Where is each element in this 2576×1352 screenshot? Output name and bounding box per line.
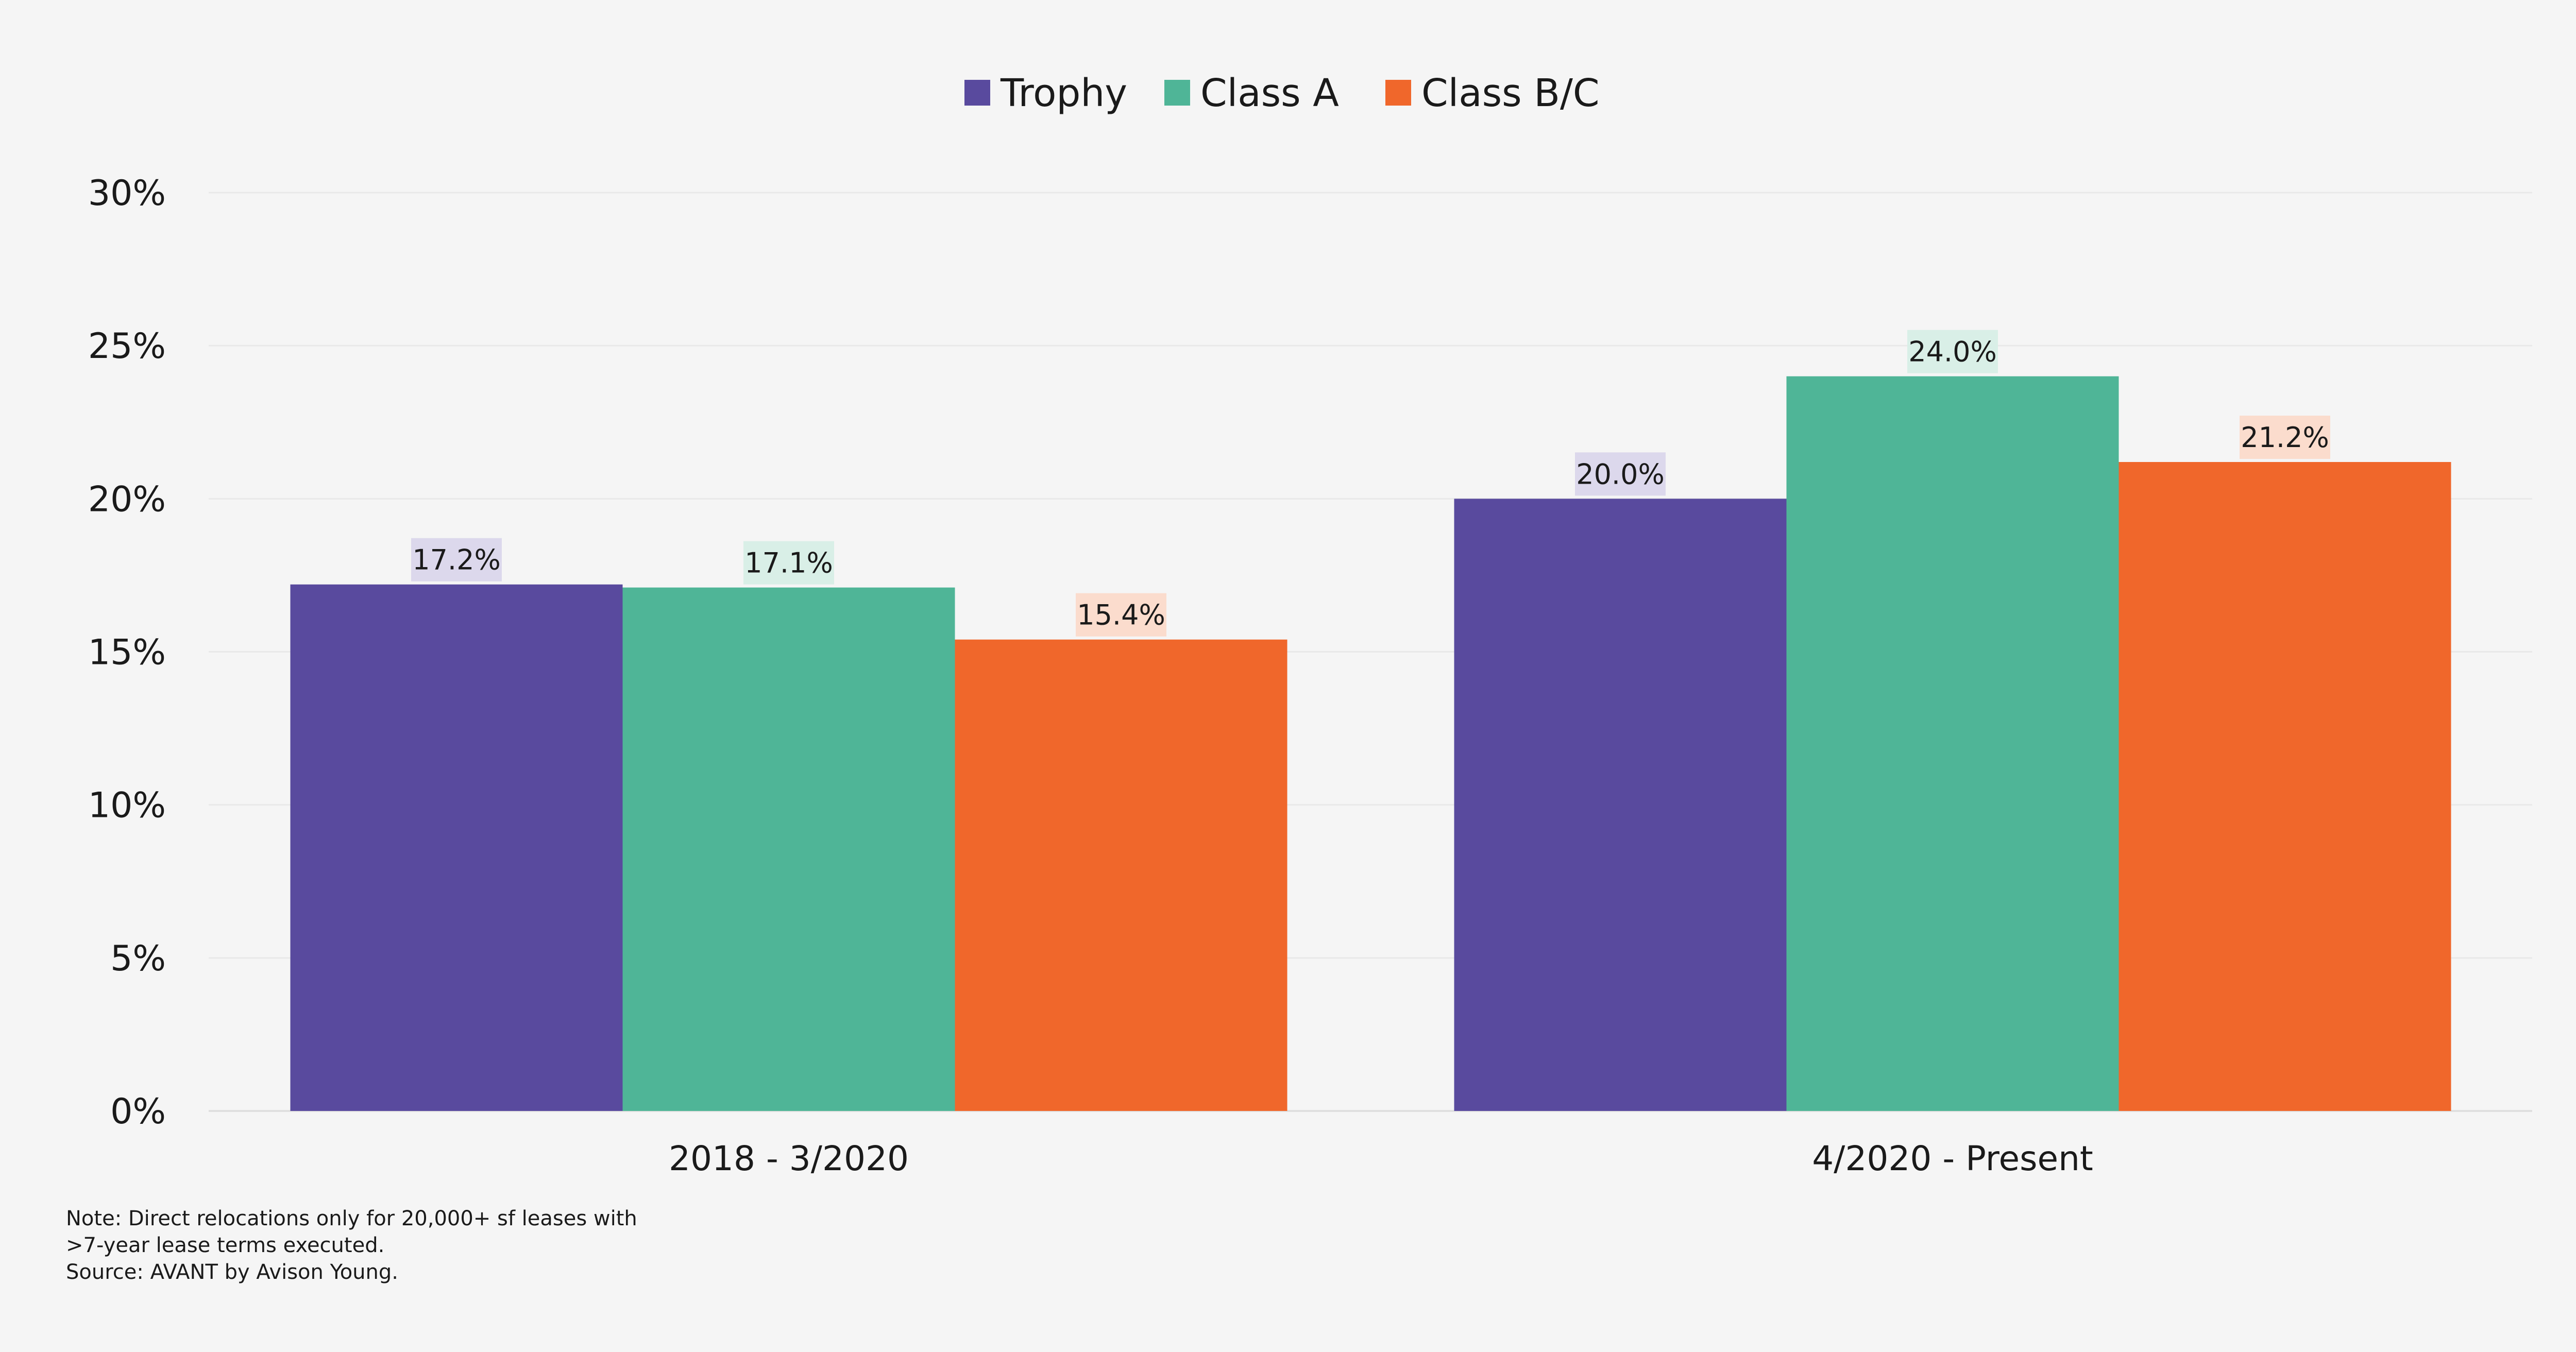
x-category-label: 4/2020 - Present bbox=[1812, 1139, 2093, 1178]
y-tick-label: 20% bbox=[88, 479, 166, 520]
y-tick-label: 15% bbox=[88, 632, 166, 673]
data-label: 20.0% bbox=[1576, 458, 1665, 490]
y-axis-ticks: 0% 5% 10% 15% 20% 25% 30% bbox=[88, 173, 166, 1132]
data-label-background bbox=[1076, 593, 1166, 637]
bar-class-a-2 bbox=[1786, 376, 2119, 1111]
data-label: 17.2% bbox=[412, 544, 501, 576]
y-tick-label: 10% bbox=[88, 785, 166, 826]
legend-label: Class A bbox=[1200, 71, 1339, 115]
data-label-background bbox=[1907, 330, 1998, 373]
data-label: 17.1% bbox=[744, 547, 833, 579]
data-label-background bbox=[1575, 452, 1666, 496]
y-tick-label: 0% bbox=[110, 1091, 166, 1132]
data-label: 21.2% bbox=[2241, 421, 2329, 454]
legend-label: Class B/C bbox=[1421, 71, 1600, 115]
bars bbox=[290, 376, 2451, 1111]
note-line-2: >7-year lease terms executed. bbox=[66, 1234, 385, 1257]
data-label: 15.4% bbox=[1077, 599, 1165, 631]
bar-trophy-1 bbox=[290, 584, 623, 1111]
legend-label: Trophy bbox=[1000, 71, 1127, 115]
note-line-1: Note: Direct relocations only for 20,000… bbox=[66, 1207, 637, 1230]
legend: Trophy Class A Class B/C bbox=[964, 71, 1600, 115]
data-label-background bbox=[411, 538, 502, 581]
bar-trophy-2 bbox=[1454, 499, 1787, 1111]
legend-swatch-trophy bbox=[964, 80, 990, 106]
y-tick-label: 30% bbox=[88, 173, 166, 214]
data-label-background bbox=[2240, 416, 2330, 459]
bar-class-b-c-1 bbox=[955, 639, 1287, 1111]
legend-swatch-class-a bbox=[1164, 80, 1190, 106]
data-labels: 17.2% 17.1% 15.4% 20.0% 24.0% 21.2% bbox=[411, 330, 2330, 637]
legend-swatch-class-b-c bbox=[1385, 80, 1411, 106]
bar-class-b-c-2 bbox=[2119, 462, 2451, 1111]
x-category-label: 2018 - 3/2020 bbox=[669, 1139, 909, 1178]
source-line: Source: AVANT by Avison Young. bbox=[66, 1260, 398, 1284]
x-axis-categories: 2018 - 3/2020 4/2020 - Present bbox=[669, 1139, 2093, 1178]
data-label-background bbox=[743, 541, 834, 585]
y-tick-label: 5% bbox=[110, 938, 166, 979]
y-tick-label: 25% bbox=[88, 326, 166, 367]
data-label: 24.0% bbox=[1908, 336, 1997, 368]
bar-class-a-1 bbox=[622, 587, 955, 1111]
footnote: Note: Direct relocations only for 20,000… bbox=[66, 1205, 637, 1286]
